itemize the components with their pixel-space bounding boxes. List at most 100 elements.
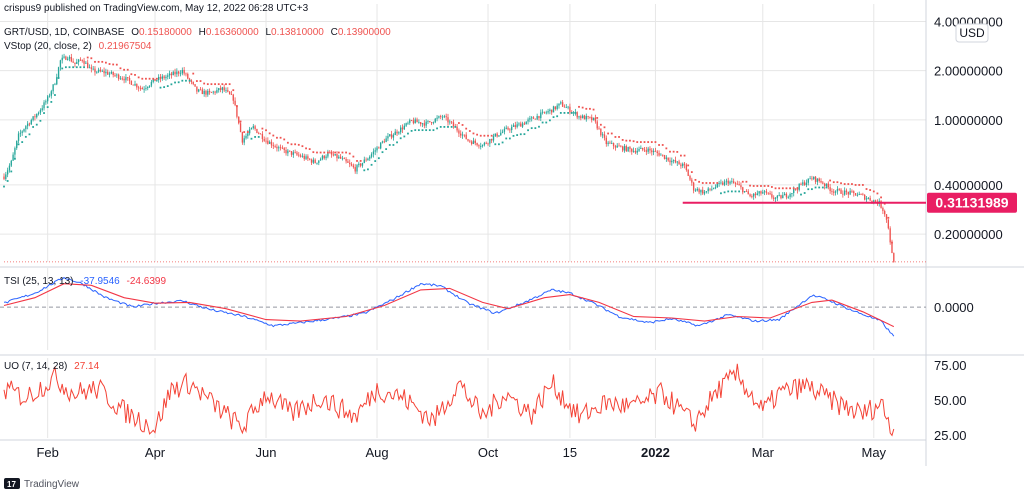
candle-body[interactable] bbox=[467, 139, 469, 141]
candle-body[interactable] bbox=[838, 189, 840, 190]
candle-body[interactable] bbox=[534, 118, 537, 120]
candle-body[interactable] bbox=[687, 169, 689, 176]
candle-body[interactable] bbox=[510, 126, 513, 131]
candle-body[interactable] bbox=[836, 189, 839, 192]
candle-body[interactable] bbox=[776, 195, 779, 199]
uo-pane[interactable] bbox=[3, 363, 895, 437]
candle-body[interactable] bbox=[672, 160, 675, 161]
candle-body[interactable] bbox=[853, 191, 855, 194]
candle-body[interactable] bbox=[445, 116, 447, 118]
candle-body[interactable] bbox=[773, 197, 775, 199]
candle-body[interactable] bbox=[77, 59, 80, 63]
candle-body[interactable] bbox=[809, 178, 811, 180]
candle-body[interactable] bbox=[283, 148, 285, 150]
candle-body[interactable] bbox=[589, 116, 591, 118]
candle-body[interactable] bbox=[389, 134, 391, 137]
candle-body[interactable] bbox=[636, 150, 638, 153]
candle-body[interactable] bbox=[423, 123, 426, 126]
candle-body[interactable] bbox=[172, 71, 174, 76]
candle-body[interactable] bbox=[794, 188, 797, 190]
candle-body[interactable] bbox=[30, 120, 32, 125]
candle-body[interactable] bbox=[312, 159, 315, 163]
candle-body[interactable] bbox=[642, 147, 644, 150]
candle-body[interactable] bbox=[549, 109, 551, 112]
candle-body[interactable] bbox=[61, 57, 63, 61]
candle-body[interactable] bbox=[749, 194, 751, 197]
candle-body[interactable] bbox=[336, 154, 338, 159]
candle-body[interactable] bbox=[412, 120, 415, 124]
candle-body[interactable] bbox=[727, 180, 729, 184]
candle-body[interactable] bbox=[157, 76, 160, 81]
candle-body[interactable] bbox=[309, 158, 311, 160]
candle-body[interactable] bbox=[638, 148, 640, 151]
candle-body[interactable] bbox=[307, 156, 309, 159]
candle-body[interactable] bbox=[352, 165, 355, 168]
candle-body[interactable] bbox=[323, 155, 325, 159]
candle-body[interactable] bbox=[358, 163, 360, 166]
candle-body[interactable] bbox=[782, 195, 784, 199]
candle-body[interactable] bbox=[156, 80, 158, 82]
candle-body[interactable] bbox=[270, 141, 273, 146]
candle-body[interactable] bbox=[565, 107, 567, 109]
candle-body[interactable] bbox=[891, 242, 893, 254]
candle-body[interactable] bbox=[361, 162, 364, 166]
candle-body[interactable] bbox=[90, 67, 93, 69]
candle-body[interactable] bbox=[678, 161, 680, 165]
candle-body[interactable] bbox=[99, 69, 102, 72]
candle-body[interactable] bbox=[6, 170, 9, 175]
candle-body[interactable] bbox=[845, 190, 848, 192]
candle-body[interactable] bbox=[134, 83, 136, 86]
candle-body[interactable] bbox=[558, 103, 560, 106]
candle-body[interactable] bbox=[387, 136, 389, 139]
candle-body[interactable] bbox=[725, 180, 728, 182]
candle-body[interactable] bbox=[667, 157, 669, 161]
candle-body[interactable] bbox=[207, 90, 209, 95]
candle-body[interactable] bbox=[121, 78, 123, 80]
candle-body[interactable] bbox=[227, 90, 229, 92]
candle-body[interactable] bbox=[753, 193, 755, 197]
candle-body[interactable] bbox=[425, 121, 427, 126]
candle-body[interactable] bbox=[827, 183, 829, 188]
candle-body[interactable] bbox=[438, 116, 440, 118]
candle-body[interactable] bbox=[682, 163, 684, 167]
candle-body[interactable] bbox=[893, 253, 895, 262]
candle-body[interactable] bbox=[767, 192, 769, 194]
candle-body[interactable] bbox=[194, 84, 196, 87]
candle-body[interactable] bbox=[596, 121, 598, 129]
candle-body[interactable] bbox=[760, 191, 762, 194]
candle-body[interactable] bbox=[310, 159, 313, 163]
candle-body[interactable] bbox=[430, 122, 433, 124]
candle-body[interactable] bbox=[887, 219, 890, 229]
candle-body[interactable] bbox=[743, 191, 746, 193]
candle-body[interactable] bbox=[179, 73, 182, 75]
candle-body[interactable] bbox=[514, 125, 517, 128]
candle-body[interactable] bbox=[187, 73, 189, 79]
candle-body[interactable] bbox=[700, 189, 702, 193]
candle-body[interactable] bbox=[791, 193, 793, 195]
currency-button[interactable] bbox=[955, 23, 989, 43]
candle-body[interactable] bbox=[631, 148, 633, 152]
candle-body[interactable] bbox=[88, 67, 91, 69]
candle-body[interactable] bbox=[374, 150, 376, 152]
candle-body[interactable] bbox=[36, 113, 38, 118]
candle-body[interactable] bbox=[74, 62, 76, 64]
candle-body[interactable] bbox=[28, 123, 31, 125]
candle-body[interactable] bbox=[234, 100, 236, 106]
candle-body[interactable] bbox=[541, 111, 544, 113]
candle-body[interactable] bbox=[279, 147, 282, 149]
candle-body[interactable] bbox=[640, 147, 642, 149]
candle-body[interactable] bbox=[228, 91, 231, 95]
candle-body[interactable] bbox=[709, 188, 711, 190]
candle-body[interactable] bbox=[225, 90, 227, 92]
candle-body[interactable] bbox=[114, 74, 116, 76]
candle-body[interactable] bbox=[252, 126, 254, 129]
candle-body[interactable] bbox=[147, 86, 149, 89]
candle-body[interactable] bbox=[674, 160, 677, 163]
candle-body[interactable] bbox=[287, 150, 289, 154]
candle-body[interactable] bbox=[656, 151, 658, 153]
candle-body[interactable] bbox=[469, 140, 471, 142]
candle-body[interactable] bbox=[390, 134, 393, 138]
candle-body[interactable] bbox=[492, 136, 495, 141]
candle-body[interactable] bbox=[223, 87, 225, 91]
candle-body[interactable] bbox=[498, 135, 500, 137]
